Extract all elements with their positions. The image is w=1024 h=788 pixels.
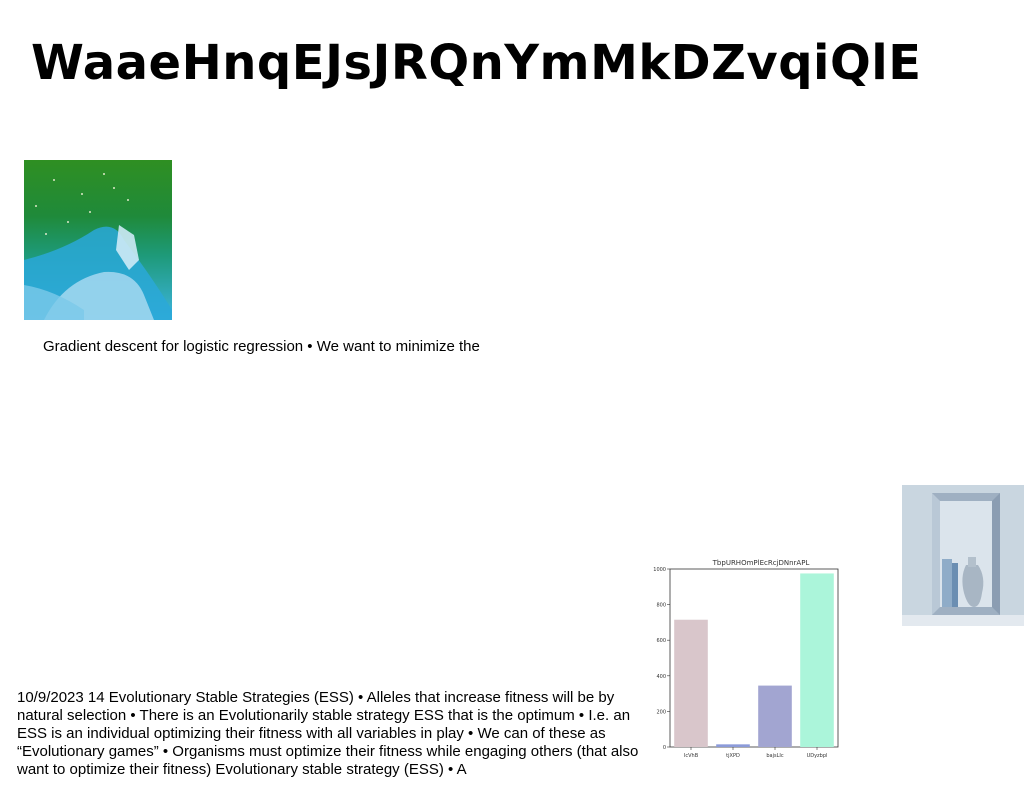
slide-text-block-1: Gradient descent for logistic regression… [43, 338, 480, 355]
bar-tjXPD [716, 744, 750, 747]
slide-text-block-2: 10/9/2023 14 Evolutionary Stable Strateg… [17, 689, 639, 778]
chart-plot-frame [669, 568, 839, 748]
chart-x-axis: IcVhB tjXPD bajsLIc UDyzbpl [684, 747, 828, 759]
bar-bajsLIc [758, 685, 792, 747]
y-tick-label: 0 [663, 745, 666, 751]
x-tick-label: UDyzbpl [807, 753, 828, 759]
chart-y-axis: 0 200 400 600 800 1000 [653, 567, 670, 751]
y-tick-label: 600 [656, 638, 666, 644]
bar-IcVhB [674, 619, 708, 747]
chart-title: TbpURHOmPlEcRcjDNnrAPL [712, 559, 810, 567]
y-tick-label: 1000 [653, 567, 666, 573]
y-tick-label: 200 [656, 709, 666, 715]
slide-title: WaaeHnqEJsJRQnYmMkDZvqiQlE [31, 35, 922, 91]
chart-bars [674, 573, 834, 747]
ocean-aerial-photo [24, 160, 172, 320]
x-tick-label: bajsLIc [766, 753, 783, 759]
bar-chart-svg: TbpURHOmPlEcRcjDNnrAPL 0 200 400 600 800 1000… [653, 559, 839, 759]
ocean-photo-graphic [24, 160, 172, 320]
bar-UDyzbpl [800, 573, 834, 747]
niche-vases-photo [902, 485, 1024, 626]
x-tick-label: IcVhB [684, 753, 699, 759]
niche-photo-graphic [902, 485, 1024, 626]
y-tick-label: 400 [656, 674, 666, 680]
y-tick-label: 800 [656, 603, 666, 609]
bar-chart: TbpURHOmPlEcRcjDNnrAPL 0 200 400 600 800 1000… [648, 553, 848, 763]
x-tick-label: tjXPD [726, 753, 740, 759]
